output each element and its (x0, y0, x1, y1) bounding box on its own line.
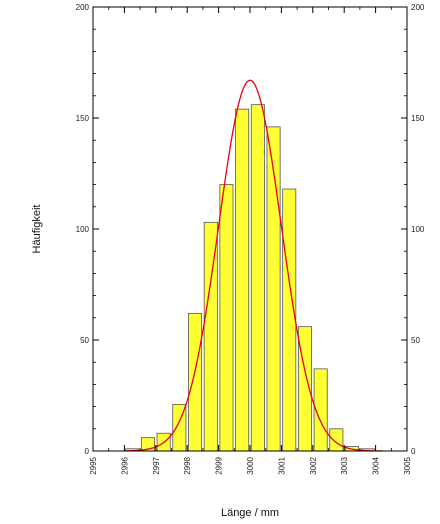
bars-layer (125, 104, 375, 452)
y-tick-label-left: 50 (80, 336, 89, 345)
histogram-bar (188, 312, 203, 452)
x-tick-label: 3003 (340, 456, 349, 474)
x-tick-label: 2998 (183, 456, 192, 474)
x-tick-label: 3000 (246, 456, 255, 474)
axes-layer: 0 0 50 50 100 100 150 150 200 200 2995 2996 2997 2998… (76, 3, 425, 475)
histogram-bar (329, 428, 344, 452)
x-tick-label: 2999 (215, 456, 224, 474)
curve-layer (124, 79, 382, 452)
histogram-bar (250, 104, 265, 452)
x-tick-label: 3001 (277, 456, 286, 474)
y-tick-label-left: 100 (76, 225, 90, 234)
y-tick-label-right: 50 (411, 336, 420, 345)
y-tick-label-right: 200 (411, 3, 425, 12)
y-tick-label-right: 150 (411, 114, 425, 123)
y-tick-label-right: 0 (411, 447, 416, 456)
y-tick-label-left: 150 (76, 114, 90, 123)
histogram-bar (219, 184, 234, 452)
y-tick-label-right: 100 (411, 225, 425, 234)
x-tick-label: 2997 (152, 456, 161, 474)
histogram-bar (203, 221, 218, 452)
x-axis-title: Länge / mm (221, 507, 279, 519)
plot-frame (92, 6, 408, 452)
y-tick-label-left: 0 (85, 447, 90, 456)
x-tick-label: 3002 (309, 456, 318, 474)
normal-fit-curve (124, 79, 382, 452)
histogram-bar (282, 188, 297, 452)
y-axis-title: Häufigkeit (31, 205, 43, 254)
x-tick-label: 2995 (89, 456, 98, 474)
x-tick-label: 3005 (403, 456, 412, 474)
x-tick-label: 2996 (120, 456, 129, 474)
histogram-bar (235, 108, 250, 452)
y-tick-label-left: 200 (76, 3, 90, 12)
x-tick-label: 3004 (372, 456, 381, 474)
